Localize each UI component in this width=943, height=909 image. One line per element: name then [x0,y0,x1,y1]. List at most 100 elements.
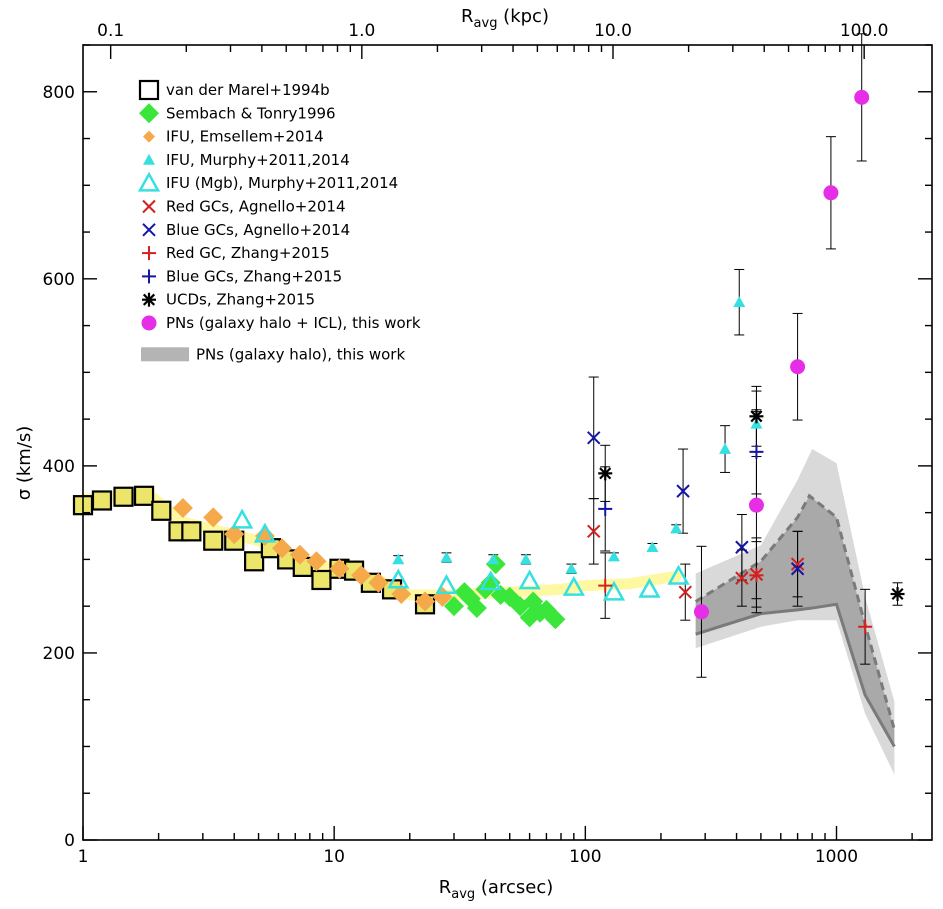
legend-marker [142,269,156,284]
open-triangle-marker [518,569,541,590]
circle-marker [790,359,806,375]
triangle-marker [487,553,500,565]
legend-label: Sembach & Tonry1996 [166,104,336,122]
legend-item: Blue GCs, Zhang+2015 [142,267,342,285]
legend-label: PNs (galaxy halo + ICL), this work [166,314,421,332]
series-sembach-tonry1996-point [545,609,566,630]
circle-marker [141,315,157,331]
asterisk-stroke [750,410,763,423]
diamond-marker [545,609,566,630]
diamond-marker [444,596,465,617]
series-blue-gcs-agnello-2014-point [790,562,805,576]
series-van-der-marel-1994b-point [244,551,265,572]
x-axis-title: Ravg (arcsec) [439,877,553,902]
x2-tick-label: 10.0 [594,21,632,41]
diamond-marker [224,524,245,545]
series-ifu-emsellem-2014-point [329,558,350,579]
series-van-der-marel-1994b-point [203,530,224,551]
series-ifu-mgb-murphy-2011-2014-point [518,569,541,590]
y-tick-label: 400 [43,457,75,477]
open-triangle-marker [387,568,410,589]
x-tick-label: 1000 [815,847,858,867]
legend-label: Blue GCs, Zhang+2015 [166,267,342,285]
diamond-marker [351,565,372,586]
x-stroke [676,484,690,498]
series-van-der-marel-1994b-point [91,490,113,511]
legend-item: Sembach & Tonry1996 [139,103,336,124]
legend-item: UCDs, Zhang+2015 [142,291,315,309]
legend-marker [141,315,157,331]
circle-marker [693,604,709,620]
legend-marker [139,103,159,124]
series-blue-gcs-zhang-2015-point [598,501,613,516]
series-ifu-mgb-murphy-2011-2014-point [562,575,585,596]
legend-marker [143,153,155,165]
series-blue-gcs-agnello-2014-point [587,431,601,445]
square-marker [113,486,134,507]
diamond-marker [203,507,224,528]
series-ifu-mgb-murphy-2011-2014-point [638,577,661,598]
series-blue-gcs-zhang-2015-point [749,444,764,459]
diamond-marker [289,544,310,565]
legend-marker [142,199,156,214]
legend-item: van der Marel+1994b [138,79,330,101]
x-stroke [735,540,749,554]
series-ifu-mgb-murphy-2011-2014-point [253,522,277,543]
diamond-marker [172,497,193,518]
legend-item: IFU, Murphy+2011,2014 [143,151,350,169]
asterisk-stroke [599,467,612,480]
series-pns-galaxy-halo-icl-this-work-point [693,604,709,620]
series-blue-gcs-agnello-2014-point [676,484,690,498]
series-ucds-zhang-2015-point [749,409,764,424]
legend-marker [142,292,156,307]
legend-marker [137,171,161,192]
data-markers [72,89,905,634]
x-stroke [790,562,805,576]
top-x-axis-title: Ravg (kpc) [461,6,549,31]
square-marker [151,500,172,521]
series-ifu-emsellem-2014-point [351,565,372,586]
square-marker [133,485,155,506]
diamond-marker [391,584,412,605]
x2-tick-label: 0.1 [97,21,124,41]
pn-halo-band [694,449,896,775]
y-tick-label: 200 [43,644,75,664]
square-marker [181,521,202,542]
series-ifu-mgb-murphy-2011-2014-point [479,570,502,591]
asterisk-stroke [891,587,904,601]
legend-label: IFU, Emsellem+2014 [166,128,324,146]
series-ifu-emsellem-2014-point [415,591,436,612]
series-ucds-zhang-2015-point [890,587,905,602]
series-ifu-murphy-2011-2014-point [519,553,532,565]
legend-label: IFU, Murphy+2011,2014 [166,151,350,169]
square-marker [203,530,224,551]
legend-marker [141,347,189,362]
series-ifu-murphy-2011-2014-point [487,553,500,565]
triangle-marker [646,541,659,553]
series-ifu-murphy-2011-2014-point [565,562,578,574]
series-red-gcs-agnello-2014-point [790,557,805,571]
legend-label: IFU (Mgb), Murphy+2011,2014 [166,174,398,192]
series-ifu-emsellem-2014-point [306,551,327,572]
y-tick-label: 800 [43,83,75,103]
triangle-marker [733,296,746,308]
series-red-gc-zhang-2015-point [598,578,613,593]
series-ifu-emsellem-2014-point [368,572,389,593]
triangle-marker [519,553,532,565]
open-triangle-marker [137,171,161,192]
x-stroke [587,431,601,445]
series-ifu-emsellem-2014-point [289,544,310,565]
diamond-marker [466,598,487,619]
band-swatch [141,347,189,362]
series-van-der-marel-1994b-point [181,521,202,542]
legend-label: Red GCs, Agnello+2014 [166,198,346,216]
triangle-marker [670,522,683,534]
legend-label: van der Marel+1994b [166,81,330,99]
x-stroke [142,223,156,237]
band-solid-line [695,602,896,748]
x-tick-label: 100 [569,847,601,867]
triangle-marker [392,553,405,565]
triangle-marker [607,550,620,562]
legend: van der Marel+1994b Sembach & Tonry1996 IF… [137,79,421,363]
